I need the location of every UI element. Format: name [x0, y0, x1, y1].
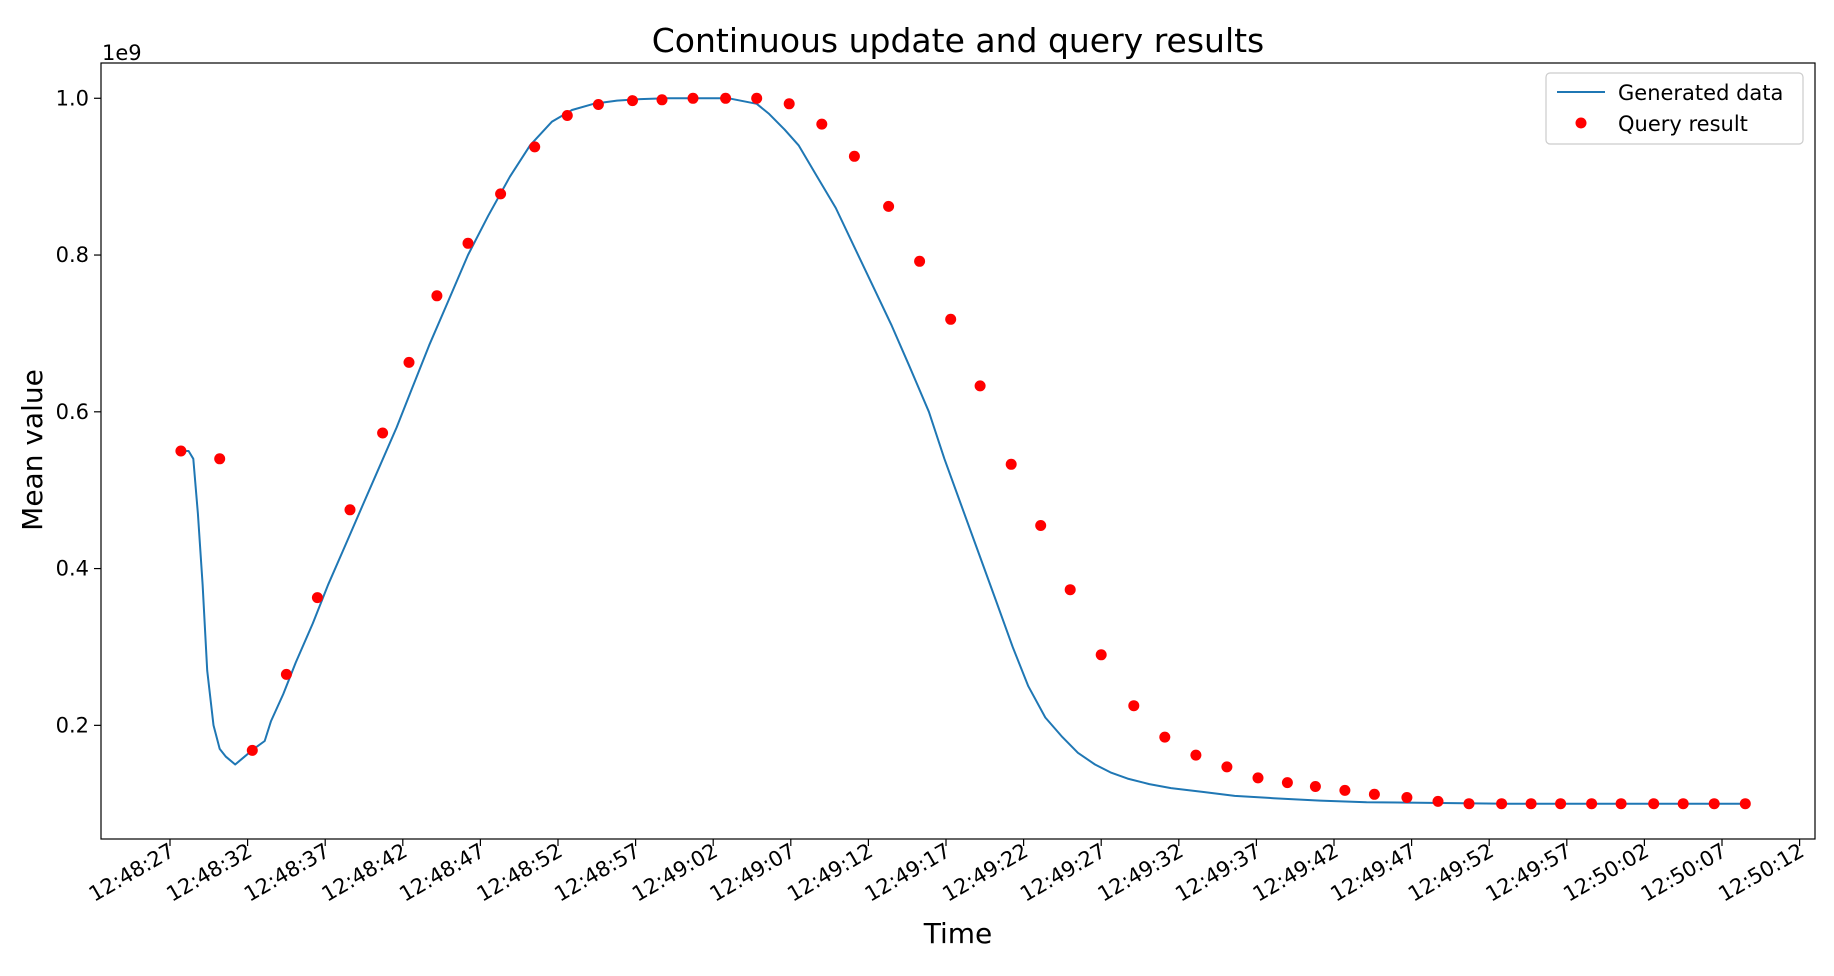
query-result-point [974, 380, 986, 392]
query-result-point [1555, 798, 1567, 810]
plot-frame [100, 62, 1816, 840]
x-tick-label: 12:49:07 [706, 839, 800, 907]
x-tick-label: 12:49:37 [1171, 839, 1265, 907]
x-tick-label: 12:48:27 [85, 839, 179, 907]
query-result-point [1648, 798, 1660, 810]
query-result-point [1586, 798, 1598, 810]
query-result-point [1309, 781, 1321, 792]
x-tick-label: 12:49:42 [1249, 839, 1343, 907]
x-tick-label: 12:49:47 [1326, 839, 1420, 907]
y-tick-label: 0.4 [56, 557, 89, 581]
query-result-point [1708, 798, 1720, 810]
generated-data-line [179, 97, 1743, 805]
y-scale-label: 1e9 [102, 41, 142, 65]
query-result-point [883, 200, 895, 212]
query-result-point [1368, 788, 1380, 800]
query-result-point [462, 237, 474, 249]
x-tick-label: 12:48:47 [395, 839, 489, 907]
axis-ticks: 0.20.40.60.81.012:48:2712:48:3212:48:371… [56, 86, 1809, 906]
query-result-point [403, 356, 415, 368]
query-result-point [914, 255, 926, 267]
query-result-point [816, 118, 828, 130]
query-result-point [431, 290, 443, 302]
x-tick-label: 12:49:22 [938, 839, 1032, 907]
x-tick-label: 12:49:52 [1404, 839, 1498, 907]
query-result-point [246, 744, 258, 756]
query-result-point [377, 427, 389, 439]
x-tick-label: 12:48:37 [240, 839, 334, 907]
query-result-point [592, 99, 604, 110]
query-result-point [1035, 520, 1047, 531]
query-result-point [1221, 761, 1233, 773]
query-result-point [214, 453, 226, 465]
query-result-point [945, 313, 957, 325]
query-result-point [1252, 772, 1264, 784]
x-tick-label: 12:49:02 [628, 839, 722, 907]
legend-point-swatch [1575, 117, 1587, 129]
query-result-point [1677, 798, 1689, 810]
x-tick-label: 12:48:52 [473, 839, 567, 907]
query-result-point [1525, 798, 1537, 810]
x-tick-label: 12:48:42 [318, 839, 412, 907]
legend: Generated data Query result [1545, 72, 1804, 145]
x-tick-label: 12:48:57 [550, 839, 644, 907]
query-result-point [751, 92, 763, 104]
query-result-point [1190, 749, 1202, 761]
query-result-point [1128, 700, 1140, 712]
query-result-point [1615, 798, 1627, 810]
x-tick-label: 12:49:57 [1482, 839, 1576, 907]
legend-box [1545, 72, 1804, 145]
x-axis-label: Time [923, 917, 993, 950]
chart-title: Continuous update and query results [652, 21, 1265, 60]
x-tick-label: 12:49:12 [783, 839, 877, 907]
legend-label-query-result: Query result [1618, 112, 1748, 136]
query-result-point [720, 92, 732, 104]
query-result-point [280, 668, 292, 680]
query-result-point [1281, 777, 1293, 789]
query-result-point [344, 504, 356, 516]
x-tick-label: 12:49:32 [1094, 839, 1188, 907]
query-result-point [1095, 649, 1107, 661]
query-result-point [783, 98, 795, 110]
y-tick-label: 0.2 [56, 713, 89, 737]
query-result-point [311, 592, 323, 604]
query-result-point [495, 188, 507, 200]
x-tick-label: 12:48:32 [162, 839, 256, 907]
query-result-point [1432, 795, 1444, 807]
query-result-point [1463, 798, 1475, 810]
query-result-point [1064, 584, 1076, 596]
query-result-point [627, 95, 638, 107]
query-result-point [1339, 784, 1351, 796]
query-result-point [1401, 792, 1413, 803]
query-result-point [1496, 798, 1508, 810]
query-result-point [561, 110, 573, 121]
query-result-point [1005, 458, 1017, 470]
x-tick-label: 12:50:02 [1559, 839, 1653, 907]
query-result-point [1739, 798, 1751, 810]
query-result-point [848, 150, 860, 162]
x-tick-label: 12:50:12 [1714, 839, 1808, 907]
y-axis-label: Mean value [16, 369, 49, 531]
x-tick-label: 12:49:17 [861, 839, 955, 907]
query-result-point [175, 445, 187, 457]
y-tick-label: 0.8 [56, 243, 89, 267]
x-tick-label: 12:49:27 [1016, 839, 1110, 907]
y-tick-label: 0.6 [56, 400, 89, 424]
query-result-point [1159, 731, 1171, 743]
y-tick-label: 1.0 [56, 86, 89, 110]
x-tick-label: 12:50:07 [1637, 839, 1731, 907]
query-result-point [656, 94, 668, 106]
plot-content [175, 92, 1751, 810]
legend-label-generated-data: Generated data [1618, 81, 1783, 105]
query-result-point [687, 92, 699, 104]
query-result-point [529, 141, 541, 153]
